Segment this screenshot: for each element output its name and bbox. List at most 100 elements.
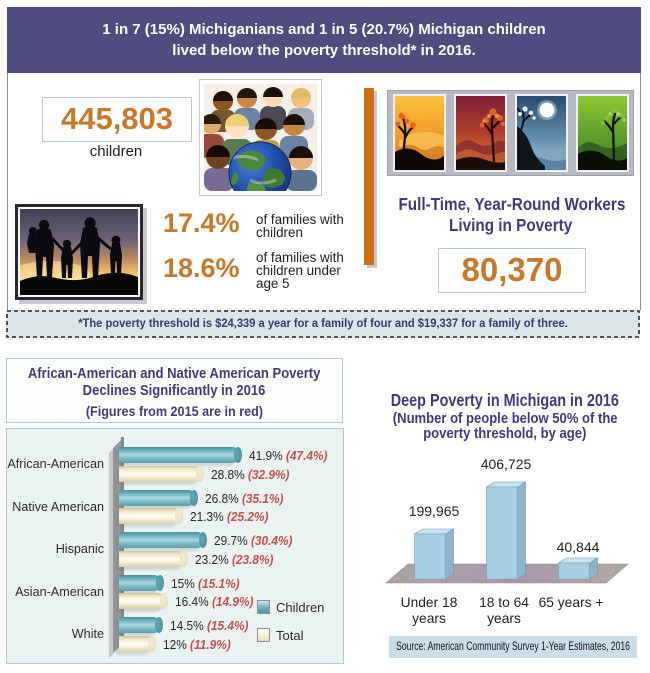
legend-label-children: Children xyxy=(276,600,325,615)
category-label: Hispanic xyxy=(55,542,104,556)
bar-front-under-18 xyxy=(414,533,446,580)
tick-under-18: Under 18 years xyxy=(400,595,458,626)
bar-value-total: 21.3% (25.2%) xyxy=(190,509,269,524)
bar-front-18-to-64 xyxy=(486,486,518,580)
children-collage-photo xyxy=(199,79,322,196)
bar-total-3 xyxy=(119,593,168,609)
left-chart-title-line1: African-American and Native American Pov… xyxy=(28,365,321,382)
bar-end-cap xyxy=(199,532,207,548)
children-count-label: children xyxy=(89,143,143,160)
children-collage-illustration xyxy=(204,84,317,191)
bar-end-cap xyxy=(156,574,164,591)
workers-count-value: 80,370 xyxy=(461,251,563,288)
deep-poverty-3d-chart xyxy=(385,481,629,584)
bar-front-65-plus xyxy=(558,562,590,580)
bar-children-3 xyxy=(119,574,164,591)
family-silhouette-illustration xyxy=(20,209,138,295)
bar-total-2 xyxy=(119,550,188,567)
bar-side-under-18 xyxy=(445,528,454,580)
hills-silhouette xyxy=(20,272,138,295)
workers-title: Full-Time, Year-Round Workers Living in … xyxy=(398,194,626,235)
family-silhouette-photo xyxy=(15,204,143,300)
bar-value-total: 12% (11.9%) xyxy=(163,636,231,652)
bar-value-total: 23.2% (23.8%) xyxy=(195,551,274,567)
bar-children-0 xyxy=(119,447,242,463)
source-text: Source: American Community Survey 1-Year… xyxy=(396,640,630,653)
category-label: Native American xyxy=(12,499,104,514)
bar-value-children: 15% (15.1%) xyxy=(171,575,240,591)
bar-value-children-2015: (30.4%) xyxy=(250,533,293,548)
bar-end-cap xyxy=(148,635,156,652)
season-crimson-art xyxy=(455,96,505,170)
bar-children-4 xyxy=(119,617,163,633)
bar-end-cap xyxy=(160,593,168,609)
value-label-under-18: 199,965 xyxy=(408,503,460,519)
season-crimson-image xyxy=(453,94,507,172)
bar-value-total: 16.4% (14.9%) xyxy=(175,594,254,609)
children-count-box: 445,803 xyxy=(42,97,192,142)
bar-end-cap xyxy=(155,617,163,633)
poverty-threshold-note: *The poverty threshold is $24,339 a year… xyxy=(6,310,640,338)
legend-swatch-total xyxy=(257,628,270,642)
deep-poverty-subtitle-line2: poverty threshold, by age) xyxy=(423,425,587,442)
header-banner: 1 in 7 (15%) Michiganians and 1 in 5 (20… xyxy=(7,7,641,73)
family-figures xyxy=(27,217,122,278)
bar-value-total: 28.8% (32.9%) xyxy=(211,466,290,482)
bar-side-18-to-64 xyxy=(517,481,526,580)
left-chart-title-line3: (Figures from 2015 are in red) xyxy=(85,403,264,419)
bar-value-children: 29.7% (30.4%) xyxy=(214,533,293,548)
bar-value-children: 41.9% (47.4%) xyxy=(249,448,328,463)
bar-children-2 xyxy=(119,532,207,548)
families-poverty-label: of families with children xyxy=(256,212,344,240)
bar-end-cap xyxy=(234,447,242,463)
bar-value-total-2015: (25.2%) xyxy=(226,509,269,524)
bar-value-children: 26.8% (35.1%) xyxy=(205,490,284,506)
earth-globe xyxy=(228,141,292,191)
bar-children-1 xyxy=(119,489,198,506)
orange-divider-bar xyxy=(364,88,374,265)
bar-total-4 xyxy=(119,635,156,652)
families-u5-poverty-label: of families with children under age 5 xyxy=(256,250,344,291)
category-label: White xyxy=(71,627,104,641)
bar-value-children-2015: (35.1%) xyxy=(241,490,284,506)
left-chart-title-line2: Declines Significantly in 2016 xyxy=(83,382,266,399)
bar-end-cap xyxy=(196,465,204,482)
families-poverty-pct: 17.4% xyxy=(163,208,240,238)
legend-label-total: Total xyxy=(276,628,304,643)
workers-count-box: 80,370 xyxy=(438,248,586,293)
source-strip: Source: American Community Survey 1-Year… xyxy=(389,636,637,658)
season-night-image xyxy=(514,94,568,172)
bar-value-children-2015: (15.4%) xyxy=(206,618,249,633)
category-label: African-American xyxy=(7,457,104,471)
seasons-photo-strip xyxy=(387,90,634,176)
bar-value-total-2015: (23.8%) xyxy=(231,551,274,567)
children-count-value: 445,803 xyxy=(60,101,174,136)
bar-end-cap xyxy=(180,550,188,567)
bar-value-total-2015: (11.9%) xyxy=(190,636,231,652)
bar-total-1 xyxy=(119,508,183,524)
left-chart-title-box xyxy=(6,358,343,423)
value-label-65-plus: 40,844 xyxy=(556,539,600,555)
bar-total-0 xyxy=(119,465,204,482)
legend-swatch-children xyxy=(257,600,270,614)
season-night-art xyxy=(516,96,566,170)
tick-18-to-64: 18 to 64 years xyxy=(479,595,529,626)
season-autumn-image xyxy=(392,94,446,172)
deep-poverty-title: Deep Poverty in Michigan in 2016 xyxy=(390,390,620,410)
category-label: Asian-American xyxy=(15,584,104,599)
kids-front-row xyxy=(204,145,317,191)
bar-value-total-2015: (14.9%) xyxy=(211,594,254,609)
header-line1: 1 in 7 (15%) Michiganians and 1 in 5 (20… xyxy=(102,21,546,38)
season-autumn-art xyxy=(394,96,444,170)
season-spring-image xyxy=(575,94,629,172)
bar-value-total-2015: (32.9%) xyxy=(247,466,290,482)
header-line2: lived below the poverty threshold* in 20… xyxy=(172,42,476,59)
bar-end-cap xyxy=(190,489,198,506)
value-label-18-to-64: 406,725 xyxy=(480,456,532,472)
note-dashed-border xyxy=(6,310,640,338)
bar-value-children: 14.5% (15.4%) xyxy=(170,618,249,633)
season-spring-art xyxy=(577,96,627,170)
bar-value-children-2015: (47.4%) xyxy=(285,448,328,463)
tick-65-plus: 65 years + xyxy=(538,595,604,610)
